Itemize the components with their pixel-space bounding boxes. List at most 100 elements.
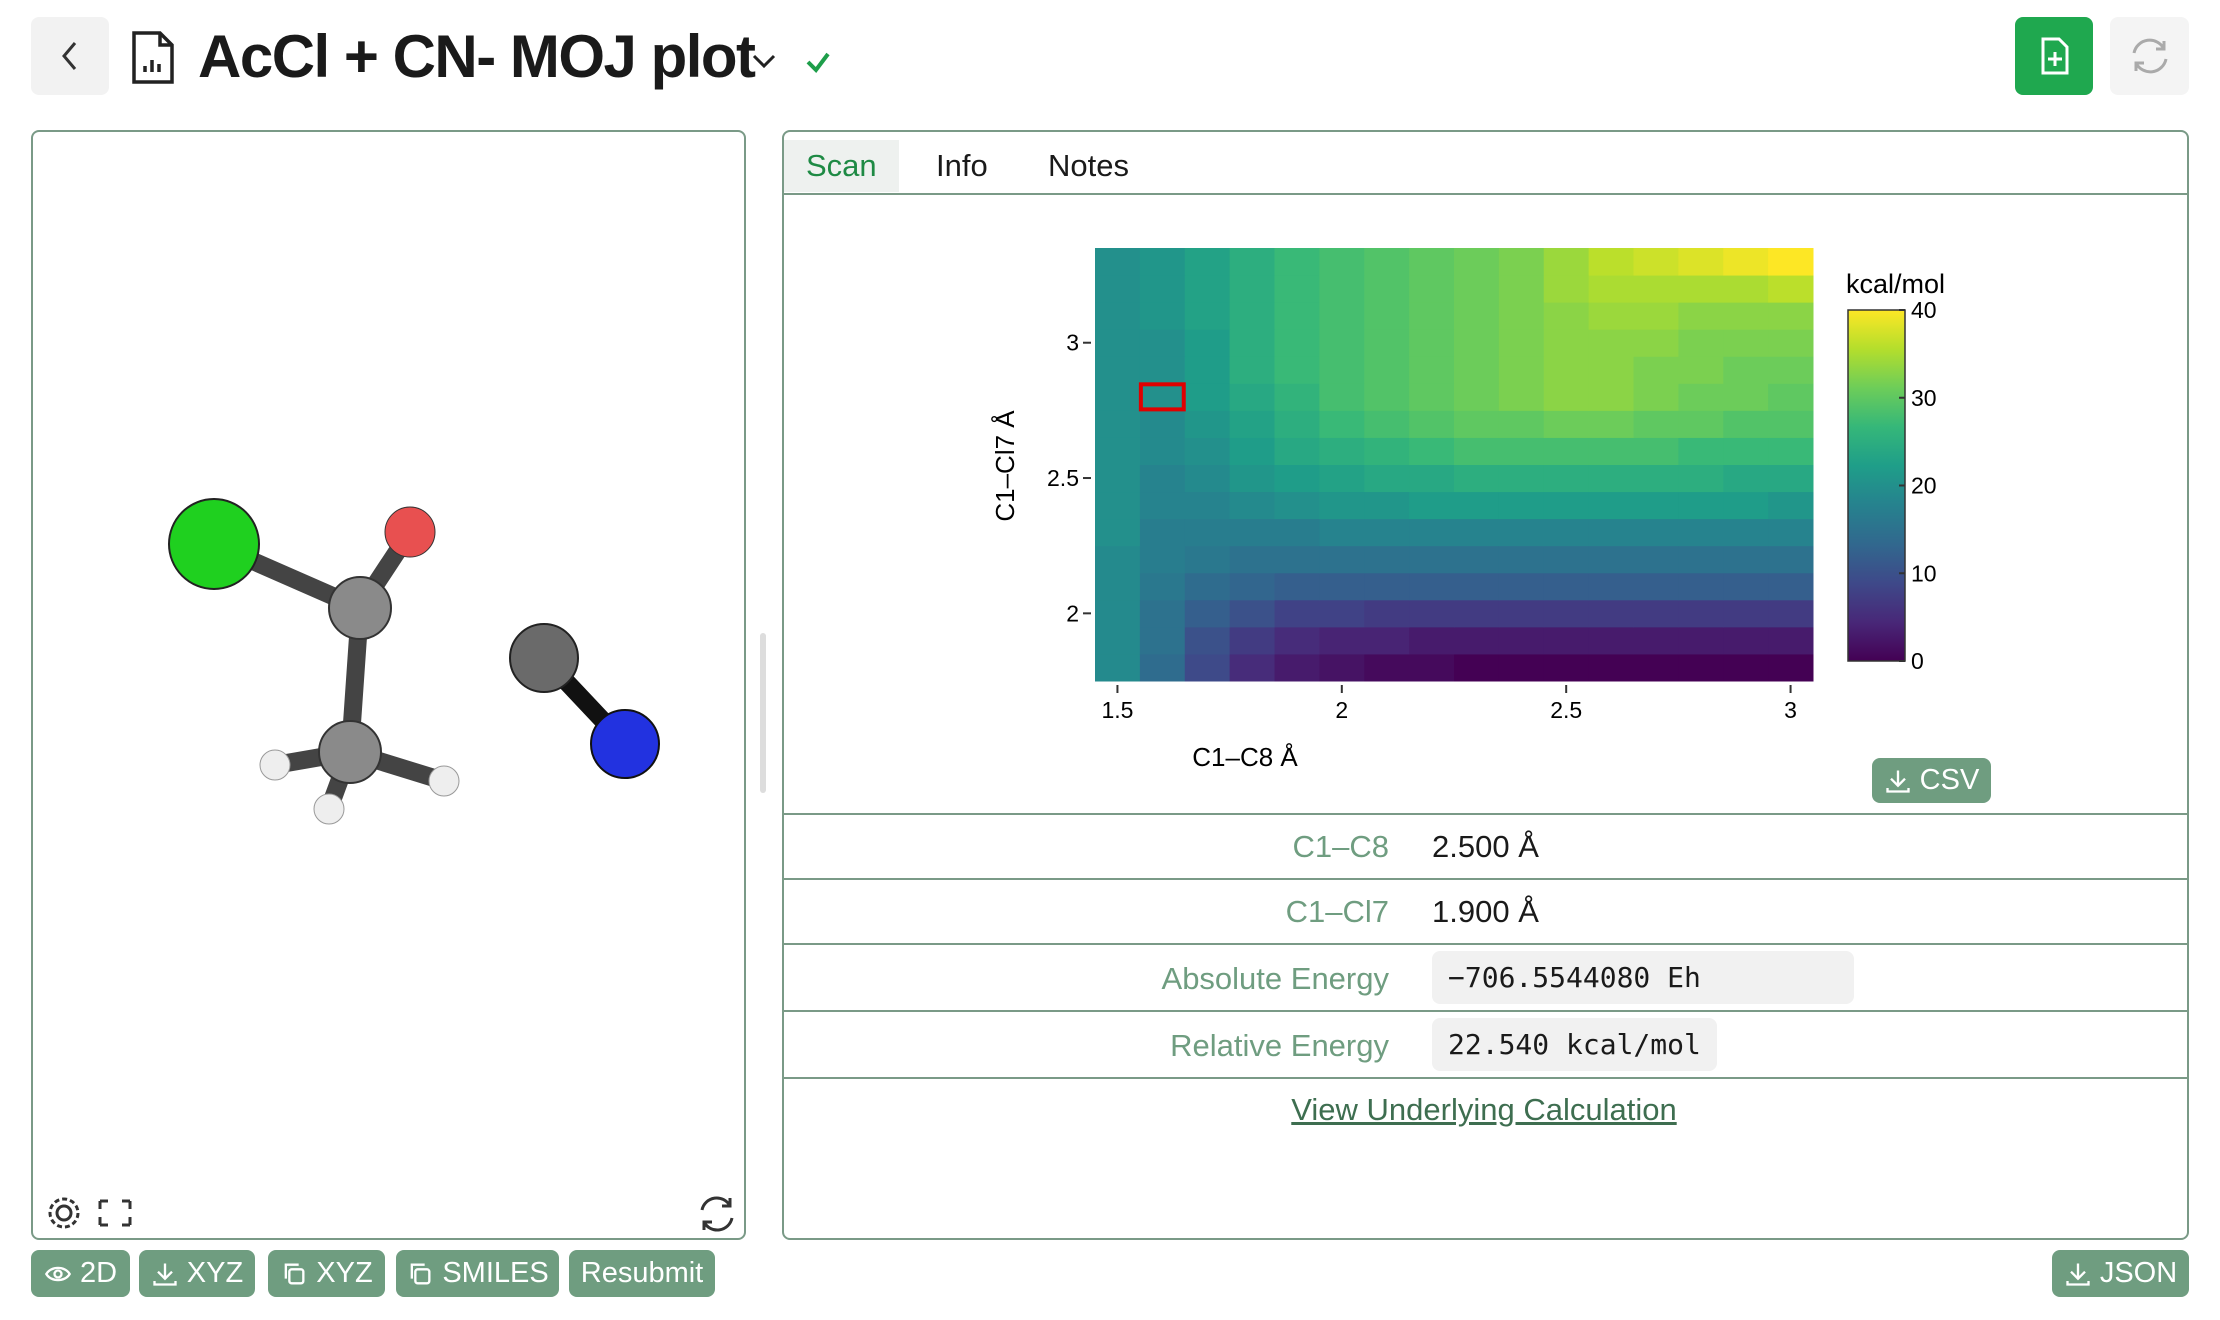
heatmap-cell — [1543, 302, 1590, 330]
copy-xyz-button[interactable]: XYZ — [268, 1250, 385, 1297]
heatmap-cell — [1588, 464, 1634, 493]
heatmap-cell — [1319, 410, 1365, 438]
heatmap-cell — [1364, 383, 1410, 411]
heatmap-cell — [1229, 356, 1275, 384]
heatmap-cell — [1319, 464, 1365, 493]
heatmap-cell — [1543, 383, 1590, 411]
copy-smiles-button[interactable]: SMILES — [396, 1250, 559, 1297]
heatmap-cell — [1095, 653, 1141, 682]
heatmap-cell — [1588, 653, 1634, 682]
heatmap-cell — [1184, 572, 1231, 601]
tab[interactable]: Scan — [784, 140, 899, 192]
heatmap-cell — [1723, 356, 1769, 384]
heatmap-cell — [1274, 437, 1320, 465]
button-label: Resubmit — [580, 1257, 704, 1289]
heatmap-cell — [1274, 599, 1320, 628]
heatmap-cell — [1678, 491, 1724, 520]
y-tick-label: 3 — [1066, 330, 1079, 356]
heatmap-cell — [1768, 356, 1814, 384]
heatmap-cell — [1274, 518, 1320, 547]
heatmap-cell — [1229, 653, 1275, 682]
json-button[interactable]: JSON — [2052, 1250, 2189, 1297]
csv-button[interactable]: CSV — [1872, 758, 1991, 803]
heatmap-cell — [1723, 383, 1769, 411]
heatmap-cell — [1409, 518, 1455, 547]
title-dropdown[interactable] — [750, 48, 830, 78]
heatmap-cell — [1543, 491, 1590, 520]
heatmap-cell — [1498, 491, 1545, 520]
heatmap-cell — [1319, 572, 1365, 601]
heatmap-cell — [1633, 437, 1679, 465]
heatmap-cell — [1498, 464, 1545, 493]
heatmap-cell — [1588, 383, 1634, 411]
heatmap-cell — [1633, 275, 1679, 303]
heatmap-cell — [1543, 464, 1590, 493]
heatmap-cell — [1095, 464, 1141, 493]
view-2d-button[interactable]: 2D — [31, 1250, 130, 1297]
heatmap-cell — [1498, 329, 1545, 357]
heatmap-cell — [1723, 275, 1769, 303]
heatmap-cell — [1768, 599, 1814, 628]
heatmap-cell — [1229, 302, 1275, 330]
new-file-button[interactable] — [2015, 17, 2093, 95]
download-icon — [153, 1263, 177, 1286]
heatmap-cell — [1633, 464, 1679, 493]
tab[interactable]: Notes — [1048, 148, 1129, 183]
tab[interactable]: Info — [936, 148, 988, 183]
eye-icon — [44, 1266, 71, 1281]
heatmap-cell — [1409, 356, 1455, 384]
heatmap-cell — [1139, 653, 1186, 682]
copy-icon — [284, 1263, 305, 1284]
molecule-viewer[interactable] — [33, 132, 744, 1238]
heatmap-cell — [1409, 248, 1455, 276]
heatmap-cell — [1454, 437, 1500, 465]
x-tick-label: 3 — [1784, 697, 1797, 723]
heatmap-cell — [1274, 491, 1320, 520]
heatmap-cell — [1364, 464, 1410, 493]
heatmap-cell — [1139, 518, 1186, 547]
heatmap-cell — [1364, 437, 1410, 465]
detail-value: 22.540 kcal/mol — [1432, 1018, 1717, 1071]
heatmap-cell — [1095, 599, 1141, 628]
heatmap-cell — [1723, 248, 1769, 276]
new-file-icon — [2041, 37, 2069, 75]
resubmit-button[interactable]: Resubmit — [569, 1250, 715, 1297]
heatmap-chart: C1–C8 Å C1–Cl7 Å kcal/mol 1.5 2 2.5 322.530… — [990, 248, 1945, 772]
heatmap-cell — [1319, 626, 1365, 655]
results-panel — [782, 130, 2189, 1240]
heatmap-cell — [1274, 248, 1320, 276]
heatmap-cell — [1678, 518, 1724, 547]
doc-icon — [132, 31, 174, 84]
heatmap-cell — [1409, 626, 1455, 655]
heatmap-cell — [1588, 626, 1634, 655]
heatmap-cell — [1678, 572, 1724, 601]
heatmap-cell — [1095, 302, 1141, 330]
heatmap-cell — [1588, 275, 1634, 303]
heatmap-cell — [1678, 464, 1724, 493]
download-xyz-button[interactable]: XYZ — [139, 1250, 255, 1297]
heatmap-cell — [1633, 248, 1679, 276]
back-button[interactable] — [31, 17, 109, 95]
heatmap-cell — [1319, 329, 1365, 357]
heatmap-cell — [1633, 356, 1679, 384]
x-tick-label: 2.5 — [1550, 697, 1582, 723]
heatmap-cell — [1678, 437, 1724, 465]
refresh-icon — [2132, 38, 2168, 74]
heatmap-cell — [1274, 626, 1320, 655]
heatmap-cell — [1498, 383, 1545, 411]
splitter[interactable] — [760, 633, 766, 793]
heatmap-cell — [1184, 491, 1231, 520]
heatmap-cell — [1139, 437, 1186, 465]
heatmap-cell — [1498, 599, 1545, 628]
heatmap-cell — [1768, 410, 1814, 438]
heatmap-cell — [1543, 572, 1590, 601]
calculation-link[interactable]: View Underlying Calculation — [1291, 1092, 1677, 1127]
heatmap-cell — [1454, 275, 1500, 303]
heatmap-cell — [1588, 572, 1634, 601]
x-axis-label: C1–C8 Å — [1192, 742, 1298, 772]
heatmap-cell — [1723, 410, 1769, 438]
heatmap-cell — [1454, 545, 1500, 574]
heatmap-cell — [1139, 383, 1186, 411]
refresh-button[interactable] — [2110, 17, 2189, 95]
